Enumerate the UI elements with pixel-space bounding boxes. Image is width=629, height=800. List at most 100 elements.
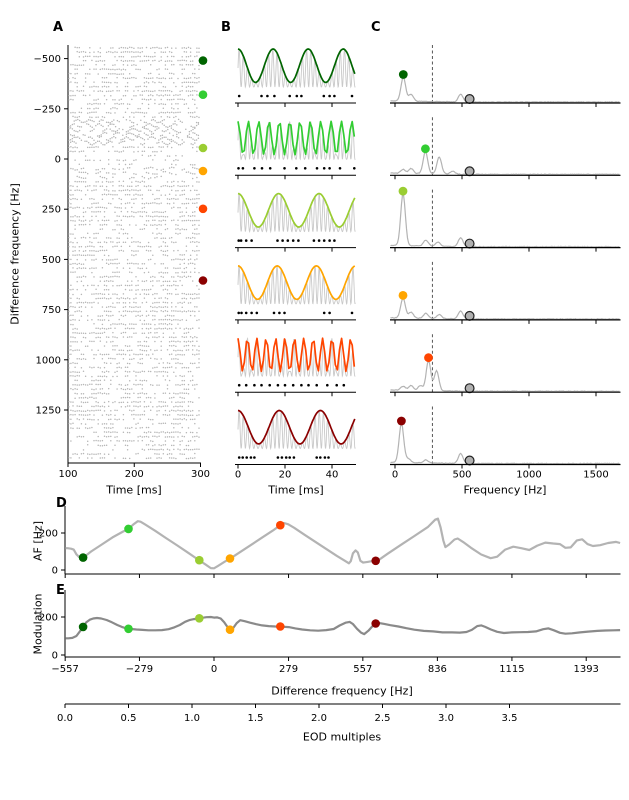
panel-a-xtick-label: 100 [58,469,77,480]
raster-condition-marker [198,143,208,153]
power-spectrum [390,150,620,176]
panel-a-ytick-label: −250 [34,104,61,115]
panel-e-xtick-label: 836 [428,664,447,675]
eod-frequency-marker [464,166,475,177]
panel-c-label: C [371,20,381,35]
eod-axis-tick-label: 3.0 [438,713,454,724]
af-point-darkgreen [78,553,88,562]
raster-condition-marker [198,276,208,285]
spectrum-peak-marker-orangered [424,353,433,363]
panel-a-label: A [53,20,64,35]
panel-a-ytick-label: 750 [42,305,61,316]
modulation-point-orange [225,625,235,634]
panel-e-xtick-label: −557 [51,664,78,675]
panel-e-label: E [56,583,65,598]
beat-envelope-darkgreen [237,48,356,84]
panel-e-xtick-label: −279 [126,664,153,675]
raster-condition-marker [198,56,208,65]
panel-c-xlabel: Frequency [Hz] [463,483,547,497]
panel-e-xtick-label: 0 [211,664,217,675]
spectrum-peak-marker-darkred [397,416,406,426]
power-spectrum [390,297,620,320]
beat-carrier-wave [237,337,356,378]
eod-frequency-marker [464,93,475,104]
modulation-point-darkgreen [78,622,88,632]
raster-condition-marker [198,90,208,99]
panel-b-xlabel: Time [ms] [268,483,324,497]
panel-e-xtick-label: 1115 [499,664,524,675]
spectrum-peak-marker-limegreen [421,144,430,154]
spectrum-peak-marker-orange [398,291,408,300]
spectrum-peak-marker-darkgreen [398,70,408,79]
eod-frequency-marker [464,455,475,466]
panel-d-ytick-label: 0 [52,566,58,577]
modulation-curve [65,615,621,640]
panel-a-ytick-label: 0 [55,155,61,166]
panel-b-xtick-label: 0 [235,470,241,481]
eod-axis-tick-label: 1.0 [184,713,200,724]
modulation-point-limegreen [124,624,133,634]
panel-d-ytick-label: 200 [39,529,58,540]
raster-condition-marker [198,166,208,176]
eod-axis-tick-label: 0.5 [121,713,137,724]
panel-e-xtick-label: 279 [279,664,298,675]
eod-axis-tick-label: 2.5 [375,713,391,724]
af-point-limegreen [124,524,133,534]
panel-a-xtick-label: 300 [191,469,210,480]
eod-frequency-marker [464,383,475,394]
panel-b-xtick-label: 40 [326,470,339,481]
modulation-point-yellowgreen [195,614,204,623]
panel-a-ytick-label: 500 [42,255,61,266]
raster-condition-marker [198,204,208,214]
panel-c-xtick-label: 1500 [583,470,608,481]
power-spectrum [390,193,620,248]
beat-envelope-orangered [237,337,356,373]
power-spectrum [390,421,620,465]
eod-axis-tick-label: 0.0 [57,713,73,724]
eod-axis-label: EOD multiples [302,730,382,744]
modulation-point-darkred [371,619,381,628]
af-point-yellowgreen [195,555,204,565]
af-point-darkred [371,556,381,566]
panel-a-ytick-label: −500 [34,54,61,65]
spectrum-peak-marker-yellowgreen [398,186,408,196]
panel-e-ylabel: Modulation [31,593,45,655]
power-spectrum [390,75,620,104]
eod-frequency-marker [464,310,475,321]
beat-carrier-wave [237,121,356,161]
panel-d-ylabel: AF [Hz] [31,521,45,561]
panel-a-ytick-label: 250 [42,205,61,216]
panel-c-xtick-label: 1000 [516,470,541,481]
panel-e-ytick-label: 0 [52,651,58,662]
beat-envelope-limegreen [237,120,356,156]
panel-a-ylabel: Difference frequency [Hz] [8,183,22,325]
panel-b-label: B [221,20,231,35]
raster-plot [68,46,200,460]
eod-axis-tick-label: 1.5 [248,713,264,724]
eod-axis-tick-label: 3.5 [502,713,518,724]
panel-d-label: D [56,496,67,511]
beat-envelope-orange [237,265,356,301]
beat-envelope-yellowgreen [237,192,356,228]
panel-e-ytick-label: 200 [39,613,58,624]
modulation-point-orangered [276,622,285,631]
panel-e-xtick-label: 1393 [573,664,598,675]
af-point-orange [225,554,235,563]
panel-b-xtick-label: 20 [279,470,292,481]
eod-axis-tick-label: 2.0 [311,713,327,724]
panel-a-xtick-label: 200 [125,469,144,480]
panel-a-xlabel: Time [ms] [106,483,162,497]
power-spectrum [390,358,620,393]
af-point-orangered [276,520,285,530]
af-curve [65,517,621,570]
panel-a-ytick-label: 1250 [36,406,61,417]
panel-a-ytick-label: 1000 [36,355,61,366]
panel-e-xlabel: Difference frequency [Hz] [271,684,413,698]
panel-c-xtick-label: 500 [452,470,471,481]
eod-frequency-marker [464,238,475,249]
beat-envelope-darkred [237,409,356,445]
panel-c-xtick-label: 0 [392,470,398,481]
panel-e-xtick-label: 557 [353,664,372,675]
